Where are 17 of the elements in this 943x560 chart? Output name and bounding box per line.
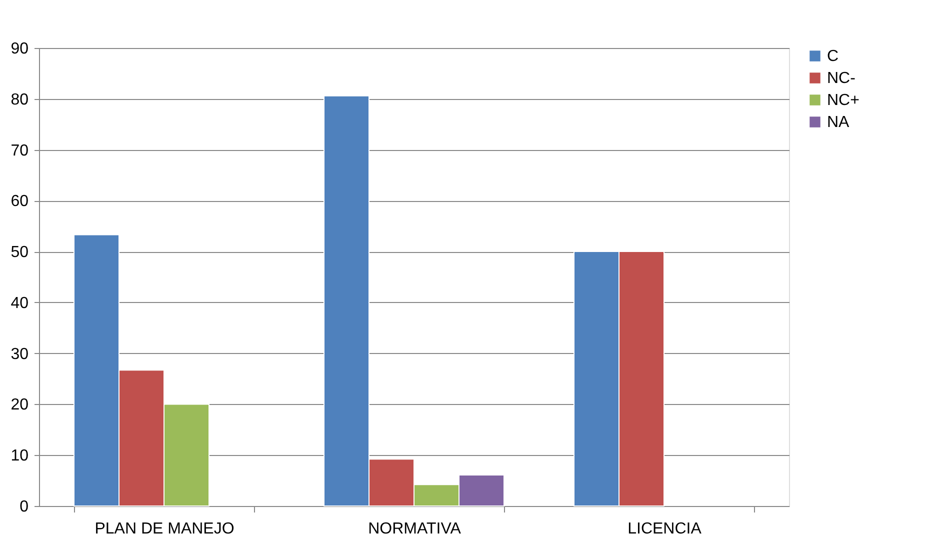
legend-label: NC- [827,70,856,87]
y-tick-label: 0 [20,498,29,516]
x-tick-label: NORMATIVA [368,520,462,538]
y-tick-label: 20 [10,396,29,414]
y-tick-label: 40 [10,294,29,312]
y-tick-label: 80 [10,91,29,108]
y-tick-label: 90 [10,40,29,58]
legend-label: NC+ [827,92,860,109]
legend-label: C [827,48,839,65]
legend-label: NA [827,114,850,131]
x-tick-label: PLAN DE MANEJO [94,520,234,538]
y-tick-label: 70 [10,142,29,160]
x-tick-label: LICENCIA [628,520,702,538]
y-tick-label: 50 [10,244,29,262]
y-tick-label: 30 [10,346,29,363]
y-tick-label: 60 [10,193,29,210]
y-tick-label: 10 [10,448,29,465]
